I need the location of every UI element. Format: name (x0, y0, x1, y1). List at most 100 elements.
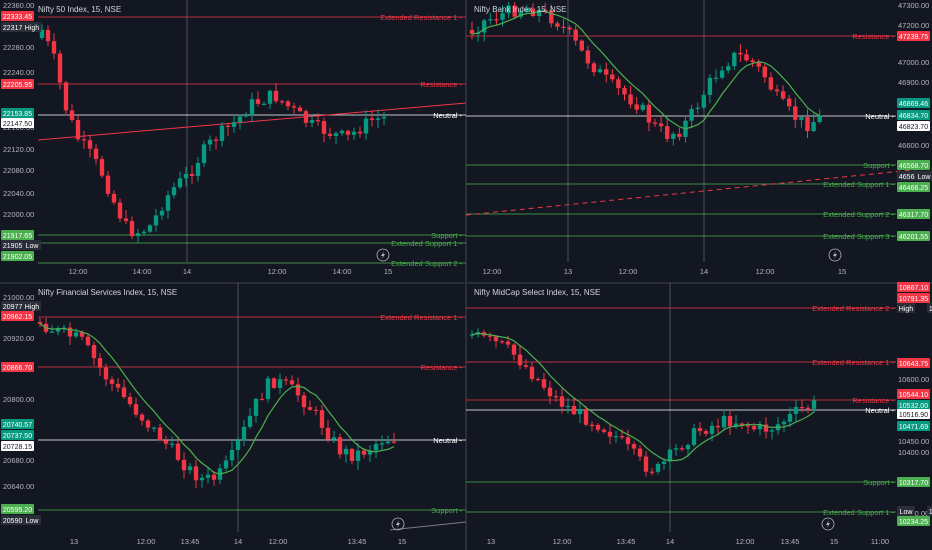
candle-body (289, 380, 295, 385)
time-axis-tick: 14 (183, 267, 191, 276)
candle-body (97, 358, 103, 368)
candle-body (601, 429, 607, 432)
price-badge (1, 251, 34, 261)
candle-body (726, 66, 731, 71)
trend-line[interactable] (389, 521, 467, 531)
candle-body (811, 400, 817, 409)
candle-body (591, 63, 597, 73)
candle-body (363, 118, 369, 134)
candle-body (171, 187, 177, 196)
candle-body (369, 118, 375, 120)
candle-body (381, 116, 387, 119)
price-badge (897, 358, 930, 368)
candle-body (357, 131, 363, 134)
candle-body (701, 94, 706, 108)
chart-panel-p3[interactable]: Extended Resistance 1 - Resistance - Neutr… (1, 283, 467, 546)
candle-body (321, 121, 327, 134)
price-badge (1, 311, 34, 321)
candle-body (571, 405, 577, 415)
candle-body (524, 8, 530, 12)
price-badge (897, 293, 930, 303)
candle-body (205, 474, 211, 478)
price-badge-text: 20740.57 (3, 422, 32, 429)
time-axis-tick: 12:00 (619, 267, 638, 276)
lightning-icon[interactable] (376, 248, 390, 262)
candle-body (634, 104, 639, 110)
candle-body (685, 445, 691, 450)
chart-panel-p1[interactable]: Extended Resistance 1 - Resistance - Neutr… (1, 0, 467, 276)
time-axis-tick: 14 (700, 267, 708, 276)
candle-body (499, 341, 505, 343)
candle-body (261, 103, 267, 105)
time-axis-tick: 12:00 (268, 267, 287, 276)
price-badge (897, 421, 930, 431)
candle-body (805, 407, 811, 410)
price-badge-text: 10234.25 (899, 519, 928, 526)
candle-body (817, 115, 822, 123)
price-badge-text: 46201.55 (899, 234, 928, 241)
lightning-icon[interactable] (821, 517, 835, 531)
candle-body (37, 322, 43, 324)
price-badge-text: 20962.15 (3, 314, 32, 321)
candle-body (157, 427, 163, 441)
candle-body (339, 130, 345, 134)
candle-body (181, 459, 187, 471)
price-badge-text: 46568.70 (899, 163, 928, 170)
candle-body (129, 221, 135, 237)
price-badge-text: High (25, 304, 40, 311)
candle-body (49, 331, 55, 333)
price-axis-tick: 22280.00 (3, 43, 34, 52)
candle-body (565, 405, 571, 408)
price-badge (897, 389, 930, 399)
candle-body (567, 27, 572, 30)
candle-body (285, 101, 291, 107)
candle-body (159, 210, 165, 216)
lightning-icon[interactable] (391, 517, 405, 531)
candle-body (195, 163, 201, 176)
price-badge-text: 21917.65 (3, 233, 32, 240)
time-axis-tick: 15 (384, 267, 392, 276)
price-badge (897, 506, 915, 516)
candle-body (691, 428, 697, 446)
candle-body (583, 408, 589, 425)
level-label: Neutral - (433, 436, 462, 445)
time-axis-tick: 12:00 (736, 537, 755, 546)
candle-body (661, 461, 667, 464)
candle-body (787, 413, 793, 422)
candle-body (547, 387, 553, 397)
candle-body (707, 77, 713, 95)
candle-body (733, 423, 739, 427)
candle-body (494, 19, 499, 21)
candle-body (55, 328, 61, 332)
chart-title: Nifty Financial Services Index, 15, NSE (38, 288, 177, 297)
price-badge-text: 10516.90 (899, 412, 928, 419)
chart-panel-p4[interactable]: Extended Resistance 2 - Extended Resistan… (466, 282, 932, 546)
candle-body (610, 74, 615, 80)
candle-body (309, 120, 315, 123)
price-badge (897, 477, 930, 487)
price-badge (23, 22, 41, 32)
candle-body (487, 335, 493, 337)
chart-panel-p2[interactable]: Resistance - Neutral - Support - Extended S… (465, 0, 932, 276)
price-badge-text: 20977.00 (3, 304, 32, 311)
candle-body (219, 125, 225, 141)
lightning-icon[interactable] (828, 248, 842, 262)
price-badge (897, 182, 930, 192)
time-axis-tick: 11:00 (871, 537, 889, 546)
time-axis-tick: 15 (398, 537, 406, 546)
candle-body (319, 410, 325, 428)
candle-body (135, 233, 141, 237)
price-badge-text: 20728.15 (3, 444, 32, 451)
candle-body (307, 407, 313, 410)
candle-body (343, 448, 349, 455)
price-badge-text: High (25, 25, 40, 32)
level-label: Extended Resistance 2 - (812, 304, 894, 313)
candle-body (751, 426, 757, 430)
chart-title: Nifty 50 Index, 15, NSE (38, 5, 121, 14)
candle-body (223, 460, 229, 469)
candle-body (187, 466, 193, 471)
trend-line[interactable] (465, 167, 932, 216)
price-badge-text: 10643.75 (899, 361, 928, 368)
price-axis-tick: 20640.00 (3, 482, 34, 491)
candle-body (655, 463, 661, 472)
